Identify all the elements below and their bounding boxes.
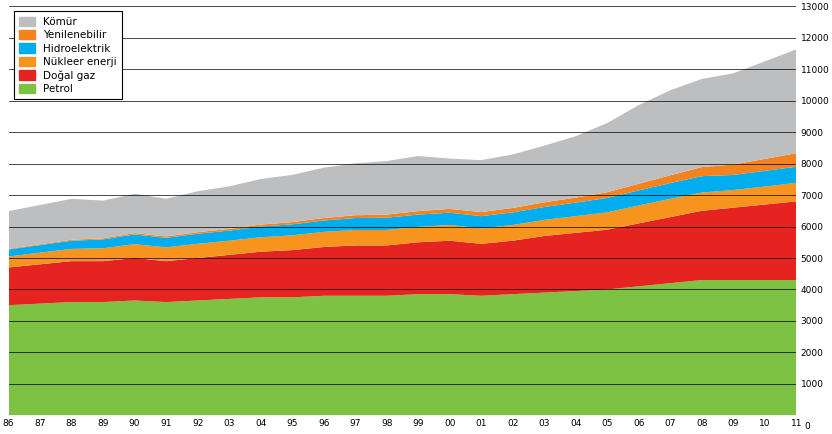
Legend: Kömür, Yenilenebilir, Hidroelektrik, Nükleer enerji, Doğal gaz, Petrol: Kömür, Yenilenebilir, Hidroelektrik, Nük…: [14, 11, 121, 99]
Text: 0: 0: [805, 422, 810, 431]
